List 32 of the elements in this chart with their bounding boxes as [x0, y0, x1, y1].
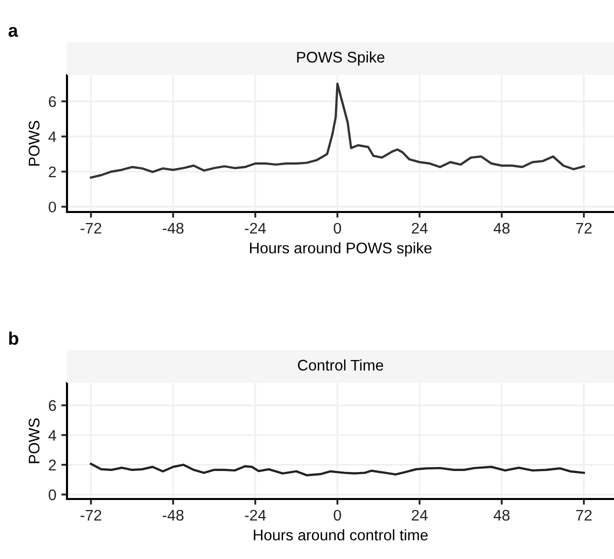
x-tick-label: 72	[576, 222, 592, 234]
x-tick-label: 0	[334, 222, 342, 234]
x-tick-label: -24	[244, 222, 266, 234]
x-axis-title: Hours around POWS spike	[250, 242, 432, 256]
x-tick-label: 48	[494, 510, 510, 521]
x-tick-label: -48	[162, 510, 184, 521]
y-axis-title: POWS	[28, 418, 40, 464]
y-tick-label: 4	[48, 430, 56, 441]
line-series	[90, 82, 585, 179]
x-tick-label: 0	[334, 510, 342, 521]
x-tick-label: 24	[412, 222, 428, 234]
line-series	[90, 462, 585, 476]
x-tick-label: -72	[80, 222, 102, 234]
x-tick-label: 48	[494, 222, 510, 234]
text: b	[9, 332, 18, 345]
y-tick-label: 0	[48, 202, 56, 212]
y-tick-label: 6	[48, 96, 56, 108]
x-tick-label: 24	[412, 510, 428, 520]
x-axis-title: Hours around control time	[254, 529, 428, 540]
chart-title: Control Time	[298, 359, 384, 371]
x-tick-label: -72	[80, 510, 102, 520]
y-tick-label: 6	[48, 400, 56, 411]
y-tick-label: 2	[48, 460, 56, 470]
x-tick-label: 72	[576, 510, 592, 520]
y-tick-label: 0	[48, 489, 56, 500]
x-tick-label: -24	[244, 510, 266, 520]
x-tick-label: -48	[162, 222, 184, 234]
text: a	[8, 26, 18, 37]
y-tick-label: 2	[48, 166, 56, 178]
y-axis-title: POWS	[28, 120, 40, 166]
y-tick-label: 4	[48, 132, 56, 142]
chart-title: POWS Spike	[297, 51, 384, 66]
